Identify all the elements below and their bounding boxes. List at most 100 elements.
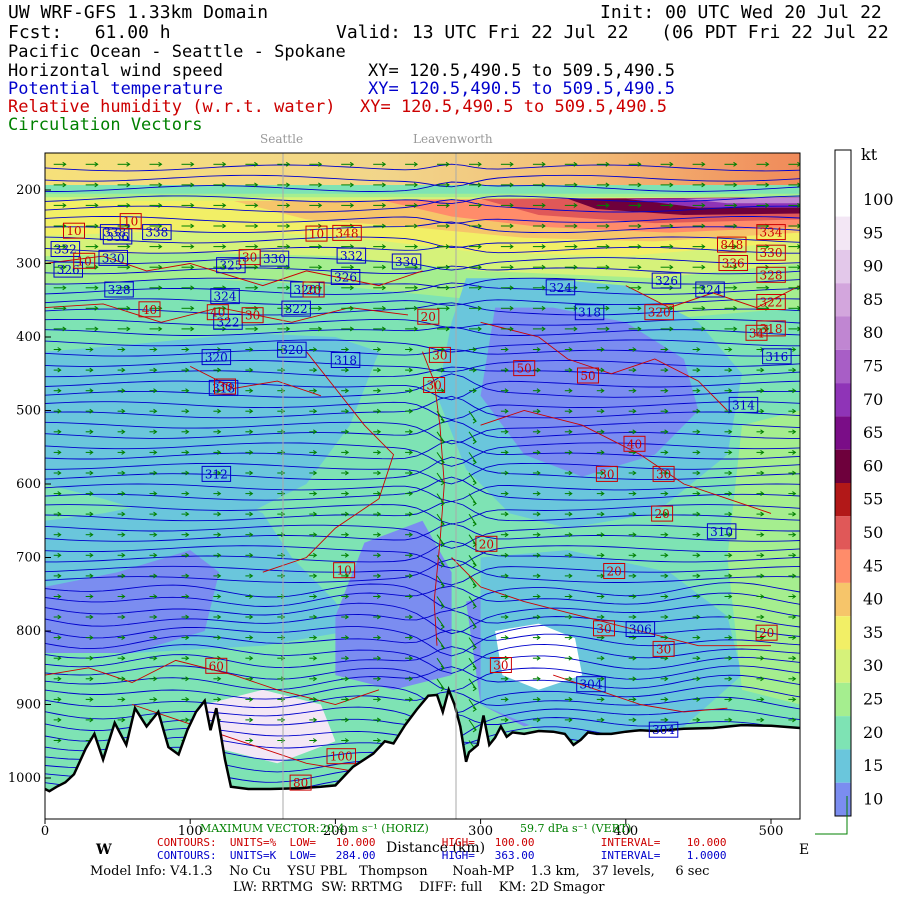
colorbar-tick-label: 10 [863,789,883,808]
wind-vector-head [664,367,669,373]
wind-vector-head [153,470,158,476]
rh-contour-label: 328 [756,266,786,283]
wind-vector-head [728,511,733,517]
wind-vector-head [568,491,573,497]
wind-vector-head [701,202,706,208]
wind-vector-head [637,182,642,188]
wind-vector-head [797,161,800,167]
rh-contour-label: 30 [428,346,451,363]
wind-vector-head [153,449,158,455]
wind-vector [436,452,445,463]
wind-vector-head [696,429,701,435]
wind-vector-head [89,347,94,352]
wind-vector-head [696,635,701,641]
svg-text:330: 330 [102,251,125,265]
wind-vector-head [344,408,350,414]
wind-vector-head [605,305,610,311]
colorbar-cell [835,349,851,384]
theta-isentrope [45,373,800,398]
wind-vector-head [536,347,541,352]
wind-vector-head [637,264,642,270]
wind-vector-head [536,676,541,682]
wind-vector-head [344,347,350,352]
wind-vector-head [440,562,445,568]
field-wind-xy: XY= 120.5,490.5 to 509.5,490.5 [368,61,676,81]
theta-isentrope [45,326,800,336]
wind-vector-head [249,676,254,682]
wind-vector-head [318,202,323,208]
wind-vector-head [222,264,227,270]
theta-isentrope [45,282,800,295]
wind-vector-head [153,676,158,682]
rh-contour-label: 322 [756,294,786,310]
theta-contour-label: 304 [648,721,679,738]
wind-vector-head [477,223,482,229]
colorbar-tick-label: 20 [863,723,883,742]
wind-vector-head [376,552,382,558]
wind-vector-head [57,367,62,373]
wind-vector-head [94,223,99,229]
wind-vector-head [728,449,733,455]
wind-vector-head [573,223,578,229]
wind-vector-head [313,635,318,641]
wind-vector-head [792,552,797,558]
theta-contour-label: 338 [142,224,172,241]
wind-vector-head [536,511,541,517]
wind-vector-head [541,285,546,291]
wind-vector-head [632,552,637,558]
wind-vector-head [126,305,131,311]
rh-contour-label: 30 [241,307,264,324]
wind-vector-head [568,347,573,352]
wind-vector-head [600,511,605,517]
theta-contour-label: 322 [281,300,311,317]
wind-vector-head [728,347,733,352]
wind-vector-head [94,161,99,167]
wind-vector-head [536,614,541,620]
wind-vector-head [637,202,642,208]
theta-contour-label: 330 [98,249,128,266]
x-tick-label: 400 [613,824,638,839]
wind-vector-head [536,717,541,723]
wind-vector-head [760,491,765,497]
wind-vector-head [445,244,450,250]
svg-text:80: 80 [293,776,308,790]
wind-vector-head [472,583,477,589]
wind-vector-head [536,552,541,558]
wind-vector-head [760,594,765,599]
wind-vector-head [445,223,450,229]
wind-vector-head [440,501,445,507]
wind-vector-head [57,655,62,661]
wind-vector-head [185,408,190,414]
svg-text:326: 326 [334,271,357,285]
wind-vector-head [249,429,254,435]
wind-vector-head [664,717,669,723]
max-vector-label: MAXIMUM VECTOR: [200,822,320,835]
wind-vector-head [217,573,222,579]
wind-vector-head [376,388,382,394]
wind-vector-head [249,655,254,661]
rh-isoline [625,285,800,309]
rh-contour-label: 848 [717,236,747,253]
wind-vector-head [313,511,318,517]
rh-isoline [189,365,322,397]
wind-vector-head [792,470,797,476]
wind-vector-head [600,367,605,373]
theta-isentrope [45,442,800,467]
wind-vector-head [541,223,546,229]
wind-vector-head [792,429,797,435]
wind-vector-head [185,532,190,538]
wind-vector-head [760,388,765,394]
wind-vector-head [121,717,126,723]
wind-vector-head [568,532,573,538]
wind-vector-head [413,326,419,332]
wind-vector-head [190,161,195,167]
wind-vector-head [126,244,131,250]
wind-vector-head [573,182,578,188]
wind-vector-head [536,470,541,476]
wind-vector-head [797,264,800,270]
theta-isentrope [45,585,800,607]
wind-vector-head [472,645,477,651]
wind-vector-head [318,305,323,311]
colorbar-tick-label: 65 [863,423,883,442]
